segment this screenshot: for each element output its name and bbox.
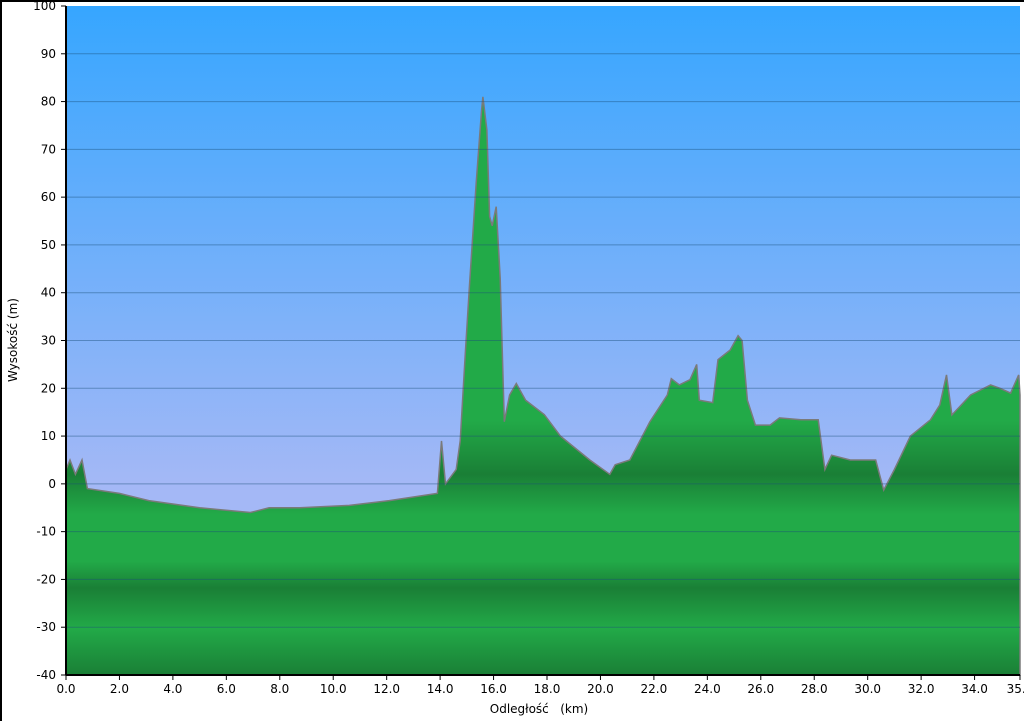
x-tick-label: 4.0	[163, 682, 182, 696]
x-tick-label: 26.0	[747, 682, 774, 696]
y-tick-label: 20	[41, 381, 56, 395]
elevation-area	[65, 96, 1021, 676]
x-tick-label: 32.0	[908, 682, 935, 696]
y-tick-label: 60	[41, 190, 56, 204]
y-tick-label: -30	[36, 620, 56, 634]
x-tick-label: 18.0	[534, 682, 561, 696]
x-tick-label: 28.0	[801, 682, 828, 696]
x-tick-label: 30.0	[854, 682, 881, 696]
y-tick-label: 90	[41, 47, 56, 61]
x-tick-label: 6.0	[217, 682, 236, 696]
y-tick-label: -10	[36, 525, 56, 539]
y-tick-label: 50	[41, 238, 56, 252]
y-axis-title: Wysokość (m)	[6, 298, 20, 382]
x-tick-label: 20.0	[587, 682, 614, 696]
y-tick-label: -20	[36, 572, 56, 586]
x-tick-label: 22.0	[641, 682, 668, 696]
x-tick-label: 12.0	[373, 682, 400, 696]
x-tick-label: 16.0	[480, 682, 507, 696]
y-tick-label: 0	[48, 477, 56, 491]
x-tick-label: 8.0	[270, 682, 289, 696]
y-tick-label: 70	[41, 142, 56, 156]
x-tick-label: 24.0	[694, 682, 721, 696]
x-tick-label: 10.0	[320, 682, 347, 696]
plot-area	[65, 6, 1021, 676]
x-tick-label: 0.0	[56, 682, 75, 696]
x-tick-label: 14.0	[427, 682, 454, 696]
x-tick-label: 35.7	[1007, 682, 1024, 696]
x-tick-label: 2.0	[110, 682, 129, 696]
y-tick-label: 10	[41, 429, 56, 443]
y-tick-label: 30	[41, 334, 56, 348]
x-tick-label: 34.0	[961, 682, 988, 696]
x-axis-title: Odległość (km)	[490, 702, 588, 716]
y-tick-label: 80	[41, 95, 56, 109]
y-tick-label: -40	[36, 668, 56, 682]
y-tick-label: 40	[41, 286, 56, 300]
y-tick-label: 100	[33, 0, 56, 13]
